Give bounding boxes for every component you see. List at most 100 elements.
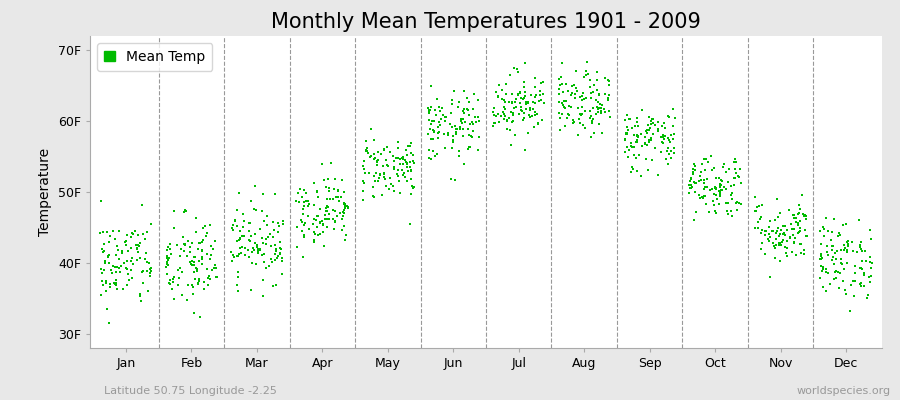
- Point: [236, 223, 250, 230]
- Point: [844, 282, 859, 288]
- Point: [532, 97, 546, 104]
- Point: [794, 241, 808, 248]
- Point: [177, 241, 192, 247]
- Point: [791, 210, 806, 217]
- Point: [230, 223, 245, 230]
- Point: [244, 233, 258, 239]
- Point: [289, 198, 303, 204]
- Point: [266, 234, 281, 240]
- Point: [652, 119, 666, 126]
- Point: [583, 134, 598, 140]
- Point: [630, 168, 644, 174]
- Point: [590, 76, 605, 83]
- Point: [583, 108, 598, 114]
- Point: [447, 88, 462, 94]
- Point: [778, 244, 792, 250]
- Point: [268, 191, 283, 198]
- Point: [174, 246, 188, 252]
- Point: [259, 222, 274, 228]
- Point: [519, 99, 534, 105]
- Point: [584, 90, 598, 96]
- Point: [684, 182, 698, 188]
- Point: [726, 175, 741, 181]
- Point: [788, 219, 803, 225]
- Point: [366, 151, 381, 157]
- Point: [729, 200, 743, 206]
- Point: [722, 165, 736, 172]
- Point: [271, 220, 285, 226]
- Point: [698, 184, 712, 190]
- Point: [518, 147, 533, 154]
- Point: [779, 226, 794, 233]
- Point: [641, 167, 655, 174]
- Point: [601, 92, 616, 98]
- Point: [625, 144, 639, 150]
- Point: [328, 176, 342, 182]
- Point: [601, 76, 616, 83]
- Point: [769, 216, 783, 223]
- Point: [555, 81, 570, 87]
- Point: [491, 82, 506, 88]
- Point: [790, 211, 805, 218]
- Point: [598, 74, 612, 81]
- Point: [634, 130, 648, 137]
- Point: [298, 220, 312, 226]
- Point: [503, 72, 517, 78]
- Point: [240, 246, 255, 253]
- Point: [308, 230, 322, 237]
- Point: [734, 180, 748, 186]
- Point: [814, 251, 828, 257]
- Point: [594, 104, 608, 111]
- Point: [135, 279, 149, 286]
- Point: [684, 185, 698, 192]
- Point: [256, 218, 271, 224]
- Point: [274, 246, 288, 252]
- Point: [125, 255, 140, 261]
- Point: [853, 238, 868, 245]
- Point: [787, 240, 801, 246]
- Point: [230, 282, 244, 289]
- Point: [645, 115, 660, 122]
- Point: [234, 244, 248, 250]
- Point: [143, 221, 157, 227]
- Point: [510, 90, 525, 97]
- Point: [189, 264, 203, 271]
- Point: [366, 192, 381, 199]
- Point: [589, 110, 603, 117]
- Point: [754, 230, 769, 236]
- Point: [688, 167, 702, 174]
- Point: [552, 75, 566, 82]
- Point: [327, 226, 341, 232]
- Point: [272, 222, 286, 229]
- Point: [491, 92, 505, 99]
- Point: [753, 214, 768, 220]
- Point: [318, 216, 332, 223]
- Point: [654, 134, 669, 140]
- Point: [585, 89, 599, 95]
- Point: [292, 186, 307, 192]
- Point: [120, 282, 134, 289]
- Point: [560, 115, 574, 121]
- Point: [95, 270, 110, 276]
- Point: [457, 160, 472, 167]
- Point: [840, 260, 854, 266]
- Point: [248, 231, 262, 238]
- Point: [449, 126, 464, 132]
- Text: worldspecies.org: worldspecies.org: [796, 386, 891, 396]
- Point: [494, 113, 508, 120]
- Point: [846, 248, 860, 254]
- Point: [320, 204, 335, 210]
- Point: [707, 165, 722, 171]
- Point: [454, 120, 469, 126]
- Point: [273, 238, 287, 245]
- Point: [634, 173, 648, 179]
- Point: [814, 256, 828, 262]
- Point: [430, 124, 445, 130]
- Point: [301, 213, 315, 219]
- Point: [112, 256, 126, 262]
- Point: [420, 131, 435, 138]
- Point: [275, 258, 290, 264]
- Point: [228, 216, 242, 223]
- Point: [367, 155, 382, 161]
- Point: [382, 175, 397, 182]
